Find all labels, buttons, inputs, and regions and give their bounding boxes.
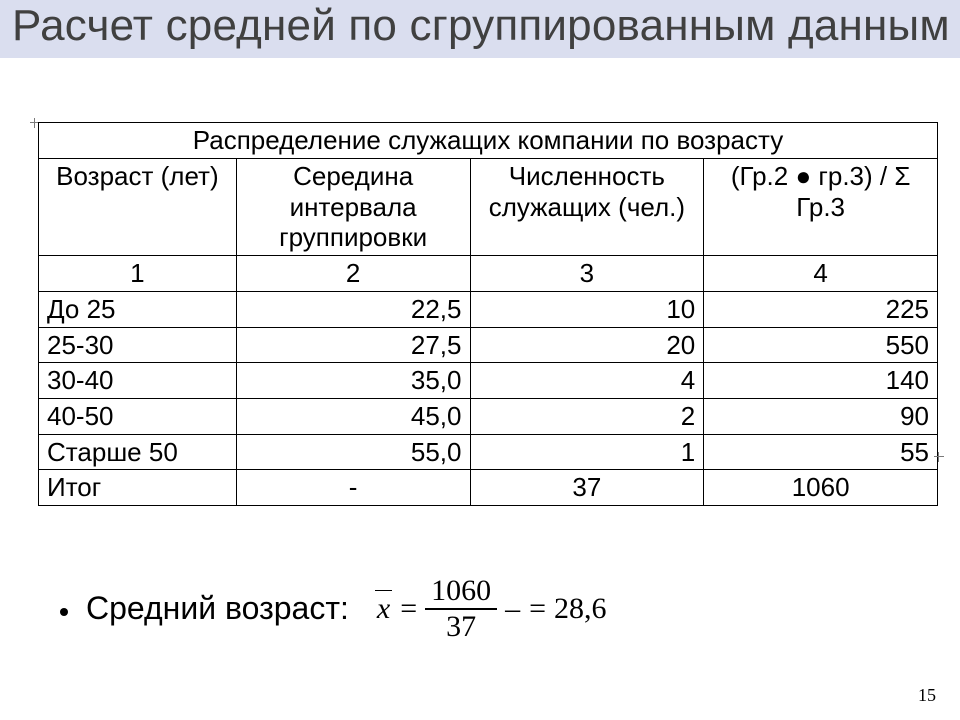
fraction-numerator: 1060 <box>425 576 497 606</box>
mid-dash: – <box>505 592 521 626</box>
col-index: 3 <box>470 256 704 292</box>
slide: Расчет средней по сгруппированным данным… <box>0 0 960 720</box>
cell-age: До 25 <box>39 292 237 328</box>
col-header-product: (Гр.2 ● гр.3) / Σ Гр.3 <box>704 159 938 256</box>
col-header-age: Возраст (лет) <box>39 159 237 256</box>
cell-count: 20 <box>470 327 704 363</box>
col-index: 1 <box>39 256 237 292</box>
bullet-icon <box>60 608 68 616</box>
cell-product: 550 <box>704 327 938 363</box>
table-row: 25-30 27,5 20 550 <box>39 327 938 363</box>
distribution-table: Распределение служащих компании по возра… <box>38 122 938 506</box>
cell-midpoint: 27,5 <box>236 327 470 363</box>
page-title: Расчет средней по сгруппированным данным <box>12 0 950 52</box>
cell-midpoint: 35,0 <box>236 363 470 399</box>
fraction-denominator: 37 <box>440 612 482 642</box>
result-value: 28,6 <box>554 592 607 626</box>
mean-age-line: Средний возраст: x = 1060 37 – = 28,6 <box>60 576 607 642</box>
col-header-midpoint: Середина интервала группировки <box>236 159 470 256</box>
cell-product: 140 <box>704 363 938 399</box>
cell-count: 2 <box>470 399 704 435</box>
mean-age-label: Средний возраст: <box>86 590 349 627</box>
page-number: 15 <box>918 685 936 706</box>
totals-label: Итог <box>39 470 237 506</box>
cell-count: 10 <box>470 292 704 328</box>
cell-midpoint: 45,0 <box>236 399 470 435</box>
mean-age-formula: x = 1060 37 – = 28,6 <box>375 576 607 642</box>
xbar-symbol: x <box>375 592 392 626</box>
table-row: До 25 22,5 10 225 <box>39 292 938 328</box>
table-row: Старше 50 55,0 1 55 <box>39 434 938 470</box>
cell-age: 30-40 <box>39 363 237 399</box>
cell-product: 90 <box>704 399 938 435</box>
cell-age: 25-30 <box>39 327 237 363</box>
totals-mid: - <box>236 470 470 506</box>
totals-count: 37 <box>470 470 704 506</box>
title-band: Расчет средней по сгруппированным данным <box>0 0 960 58</box>
table-row: 30-40 35,0 4 140 <box>39 363 938 399</box>
col-header-count: Численность служащих (чел.) <box>470 159 704 256</box>
xbar-letter: x <box>377 592 390 625</box>
totals-product: 1060 <box>704 470 938 506</box>
equals-sign: = <box>400 592 417 626</box>
cell-midpoint: 55,0 <box>236 434 470 470</box>
cell-count: 1 <box>470 434 704 470</box>
cell-product: 55 <box>704 434 938 470</box>
cell-product: 225 <box>704 292 938 328</box>
table-totals-row: Итог - 37 1060 <box>39 470 938 506</box>
cell-age: Старше 50 <box>39 434 237 470</box>
cell-count: 4 <box>470 363 704 399</box>
col-index: 2 <box>236 256 470 292</box>
table: Распределение служащих компании по возра… <box>38 122 938 506</box>
table-header-row: Возраст (лет) Середина интервала группир… <box>39 159 938 256</box>
table-caption: Распределение служащих компании по возра… <box>39 123 938 159</box>
equals-sign: = <box>529 592 546 626</box>
table-row: 40-50 45,0 2 90 <box>39 399 938 435</box>
table-index-row: 1 2 3 4 <box>39 256 938 292</box>
cell-age: 40-50 <box>39 399 237 435</box>
col-index: 4 <box>704 256 938 292</box>
fraction: 1060 37 <box>425 576 497 642</box>
cell-midpoint: 22,5 <box>236 292 470 328</box>
